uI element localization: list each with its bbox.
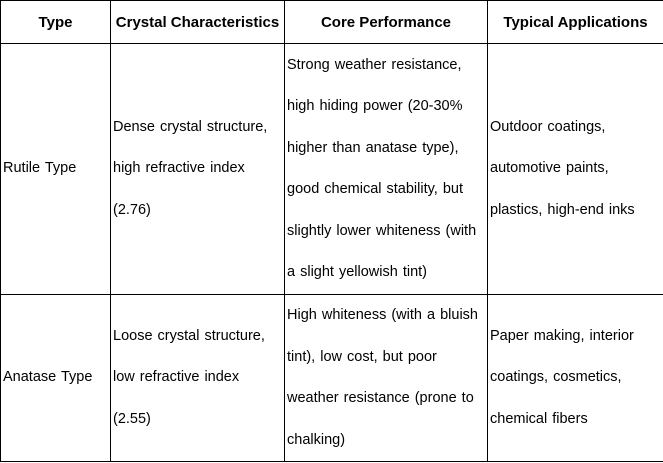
table-row-rutile: Rutile Type Dense crystal structure, hig… [0, 43, 663, 295]
header-crystal-characteristics: Crystal Characteristics [110, 0, 285, 44]
rutile-performance-cell: Strong weather resistance, high hiding p… [284, 43, 488, 295]
anatase-applications-cell: Paper making, interior coatings, cosmeti… [487, 294, 663, 462]
header-row: Type Crystal Characteristics Core Perfor… [0, 0, 663, 44]
rutile-type-cell: Rutile Type [0, 43, 111, 295]
anatase-performance-cell: High whiteness (with a bluish tint), low… [284, 294, 488, 462]
header-core-performance: Core Performance [284, 0, 488, 44]
anatase-crystal-cell: Loose crystal structure, low refractive … [110, 294, 285, 462]
rutile-crystal-cell: Dense crystal structure, high refractive… [110, 43, 285, 295]
table-row-anatase: Anatase Type Loose crystal structure, lo… [0, 294, 663, 462]
rutile-applications-cell: Outdoor coatings, automotive paints, pla… [487, 43, 663, 295]
anatase-type-cell: Anatase Type [0, 294, 111, 462]
header-typical-applications: Typical Applications [487, 0, 663, 44]
header-type: Type [0, 0, 111, 44]
